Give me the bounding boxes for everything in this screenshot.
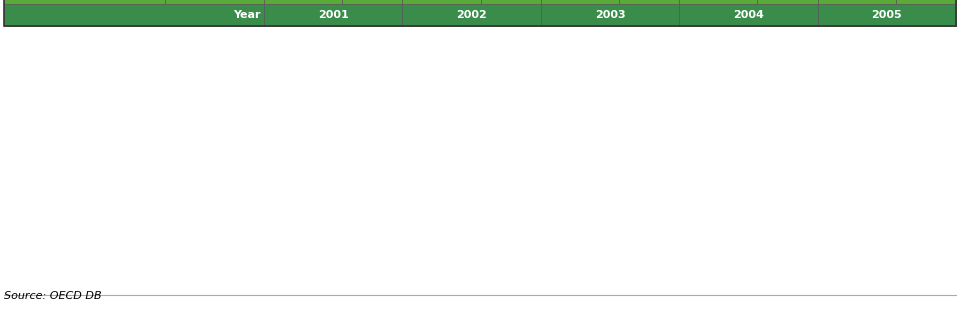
Text: 2004: 2004	[733, 10, 764, 20]
Bar	[264, 0, 342, 4]
Text: 2001: 2001	[318, 10, 348, 20]
Text: 2002: 2002	[456, 10, 487, 20]
Text: Source: OECD DB: Source: OECD DB	[4, 291, 102, 301]
Bar	[402, 4, 540, 26]
Bar	[680, 4, 818, 26]
Bar	[402, 0, 481, 4]
Bar	[757, 0, 818, 4]
Bar	[342, 0, 402, 4]
Bar	[680, 0, 757, 4]
Text: Year: Year	[232, 10, 260, 20]
Bar	[896, 0, 956, 4]
Bar	[481, 0, 540, 4]
Bar	[165, 0, 264, 4]
Text: 2003: 2003	[595, 10, 625, 20]
Bar	[264, 4, 402, 26]
Bar	[619, 0, 680, 4]
Bar	[4, 0, 165, 4]
Bar	[818, 0, 896, 4]
Text: 2005: 2005	[872, 10, 902, 20]
Bar	[540, 0, 619, 4]
Bar	[818, 4, 956, 26]
Bar	[4, 4, 264, 26]
Bar	[540, 4, 680, 26]
